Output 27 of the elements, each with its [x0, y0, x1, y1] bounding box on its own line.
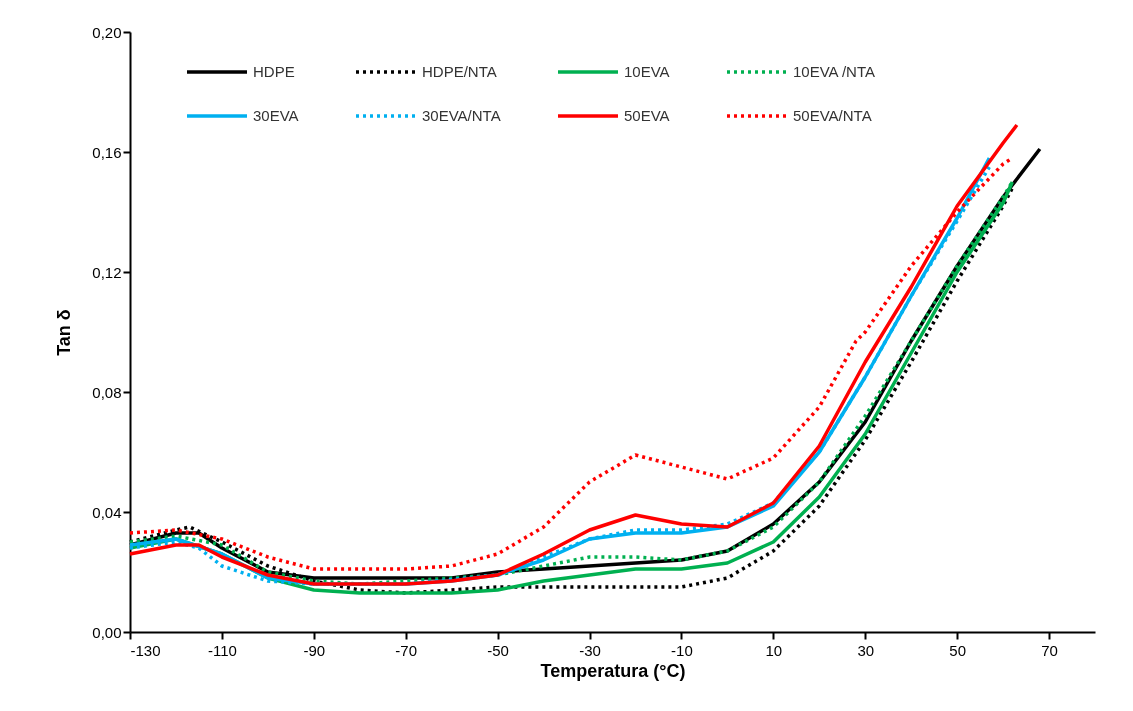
y-tick-label: 0,08: [92, 383, 122, 401]
y-tick-label: 0,20: [92, 23, 122, 41]
x-tick-label: -70: [395, 641, 418, 659]
y-tick-label: 0,00: [92, 623, 122, 641]
x-tick-label: 50: [949, 641, 966, 659]
y-tick-label: 0,04: [92, 503, 122, 521]
y-axis-title: Tan δ: [54, 309, 75, 356]
legend-label: 50EVA: [624, 107, 670, 124]
x-tick-label: 10: [765, 641, 783, 659]
x-tick-label: 70: [1041, 641, 1058, 659]
x-tick-label: 30: [857, 641, 875, 659]
legend-label: 50EVA/NTA: [793, 107, 872, 124]
x-tick-label: -30: [579, 641, 601, 659]
x-tick-label: -110: [207, 641, 237, 659]
x-tick-label: -50: [487, 641, 509, 659]
legend-label: HDPE: [253, 63, 295, 80]
legend-label: 30EVA: [253, 107, 299, 124]
legend-label: 10EVA /NTA: [793, 63, 875, 80]
legend-label: 30EVA/NTA: [422, 107, 501, 124]
x-tick-label: -10: [671, 641, 693, 659]
y-tick-label: 0,12: [92, 263, 122, 281]
x-tick-label: -90: [303, 641, 326, 659]
y-tick-label: 0,16: [92, 143, 122, 161]
legend-label: 10EVA: [624, 63, 670, 80]
x-axis-title: Temperatura (°C): [540, 660, 686, 681]
x-tick-label: -130: [130, 641, 161, 659]
legend-label: HDPE/NTA: [422, 63, 497, 80]
